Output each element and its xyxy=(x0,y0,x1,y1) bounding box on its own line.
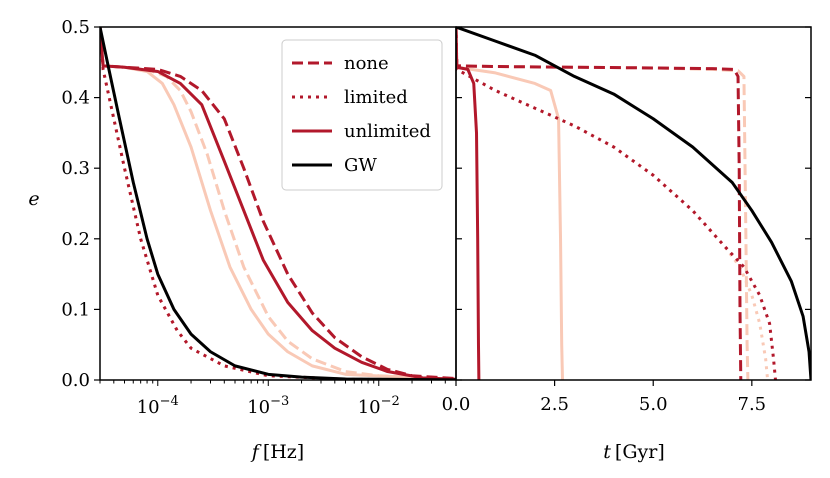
right-x-tick-label: 2.5 xyxy=(540,394,569,415)
right-panel-series xyxy=(456,27,811,380)
legend-box xyxy=(281,39,443,191)
right-axes-frame xyxy=(455,26,812,381)
right-x-tick-label: 5.0 xyxy=(639,394,668,415)
legend-label-unlimited: unlimited xyxy=(344,121,431,142)
right-series-none-faint xyxy=(456,27,750,380)
left-series-none xyxy=(100,27,456,380)
tick-base: 10 xyxy=(137,397,160,418)
y-tick-label: 0.4 xyxy=(61,88,90,109)
left-x-tick-label: 10−2 xyxy=(358,394,400,418)
left-x-tick-label: 10−4 xyxy=(137,394,179,418)
y-tick-label: 0.2 xyxy=(61,229,90,250)
right-x-var: t xyxy=(603,441,611,463)
tick-base: 10 xyxy=(247,397,270,418)
left-panel-series xyxy=(100,27,456,380)
axis-ticks: 0.00.10.20.30.40.510−4 10−3 10−2 0.0 2.5 5.0 7… xyxy=(61,17,811,418)
tick-exponent: −4 xyxy=(160,394,179,409)
right-series-none xyxy=(456,27,743,380)
tick-exponent: −2 xyxy=(381,394,400,409)
legend-label-gw: GW xyxy=(344,155,377,176)
left-x-var: f xyxy=(250,441,262,463)
right-x-tick-label: 0.0 xyxy=(442,394,471,415)
right-series-limited-faint xyxy=(456,27,770,380)
axes-frames xyxy=(99,26,812,381)
y-tick-label: 0.1 xyxy=(61,299,90,320)
y-tick-label: 0.3 xyxy=(61,158,90,179)
right-x-unit: [Gyr] xyxy=(615,441,665,463)
left-series-gw xyxy=(100,27,456,380)
right-series-unlimited xyxy=(456,27,481,380)
legend-label-limited: limited xyxy=(344,87,408,108)
y-tick-label: 0.0 xyxy=(61,370,90,391)
legend: none limited unlimited GW xyxy=(281,39,443,191)
legend-label-none: none xyxy=(344,53,389,74)
left-x-tick-label: 10−3 xyxy=(247,394,289,418)
y-tick-label: 0.5 xyxy=(61,17,90,38)
right-series-gw xyxy=(456,27,811,380)
left-x-axis-label: f [Hz] xyxy=(250,441,304,463)
left-series-unlimited xyxy=(100,27,456,380)
right-series-unlimited-faint xyxy=(456,27,564,380)
right-series-limited xyxy=(456,27,777,380)
y-axis-label: e xyxy=(28,188,39,210)
right-x-axis-label: t [Gyr] xyxy=(603,441,664,463)
right-x-tick-label: 7.5 xyxy=(738,394,767,415)
tick-base: 10 xyxy=(358,397,381,418)
tick-exponent: −3 xyxy=(270,394,289,409)
left-x-unit: [Hz] xyxy=(263,441,304,463)
